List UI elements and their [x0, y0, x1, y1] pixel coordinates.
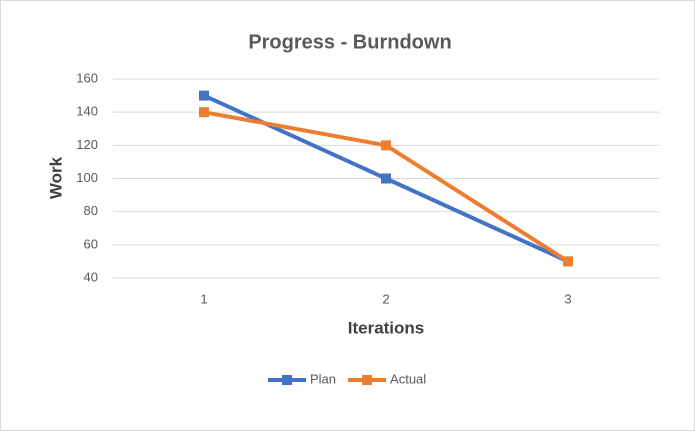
y-tick-label: 60 — [84, 236, 98, 251]
point-marker — [199, 90, 209, 101]
legend-label: Plan — [310, 371, 336, 386]
y-tick-label: 140 — [76, 104, 98, 119]
point-marker — [381, 173, 391, 184]
y-tick-label: 40 — [84, 269, 98, 284]
legend-label: Actual — [390, 371, 426, 386]
chart-title: Progress - Burndown — [248, 31, 451, 53]
point-marker — [563, 256, 573, 267]
y-tick-label: 80 — [84, 203, 98, 218]
legend-marker — [282, 375, 292, 385]
point-marker — [199, 107, 209, 118]
point-marker — [381, 140, 391, 151]
y-tick-label: 160 — [76, 70, 98, 85]
legend-marker — [362, 375, 373, 385]
y-axis-title: Work — [46, 156, 65, 199]
y-tick-label: 120 — [76, 137, 98, 152]
x-tick-label: 3 — [564, 291, 571, 306]
y-tick-label: 100 — [76, 170, 98, 185]
x-axis-title: Iterations — [348, 318, 425, 337]
x-tick-label: 2 — [382, 291, 389, 306]
x-tick-label: 1 — [200, 291, 207, 306]
